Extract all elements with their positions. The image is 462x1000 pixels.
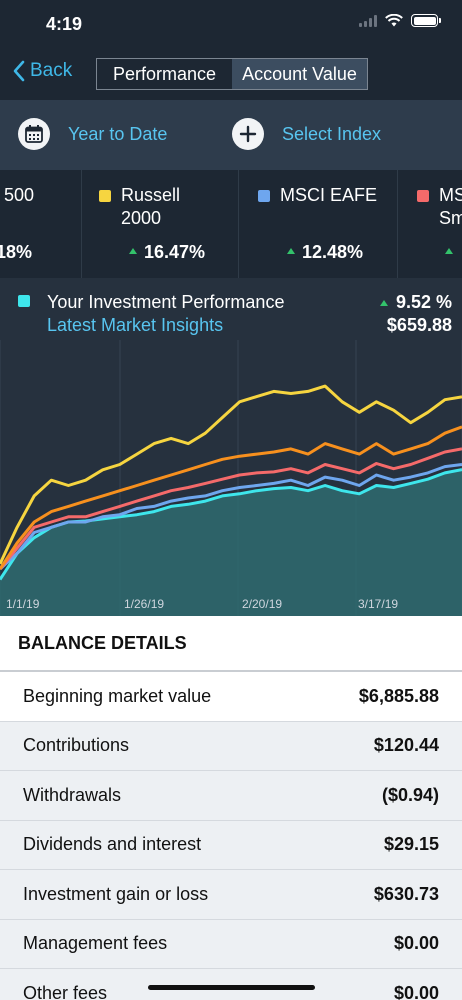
row-value: $0.00 xyxy=(393,982,439,1000)
index-name: MS Sm xyxy=(439,185,462,228)
index-name: MSCI EAFE xyxy=(280,185,378,205)
performance-percent: 9.52 % xyxy=(379,292,452,313)
back-label: Back xyxy=(30,60,73,81)
nav-bar: Back Performance Account Value xyxy=(0,58,462,92)
table-row: Withdrawals ($0.94) xyxy=(0,771,462,821)
chart-series-line xyxy=(0,425,462,570)
legend-swatch xyxy=(18,295,30,307)
index-value: 16.47% xyxy=(144,242,206,262)
up-arrow-icon xyxy=(287,248,295,254)
table-row: Contributions $120.44 xyxy=(0,721,462,771)
row-label: Contributions xyxy=(23,735,130,756)
x-tick-label: 1/26/19 xyxy=(124,597,164,611)
up-arrow-icon xyxy=(129,248,137,254)
row-label: Beginning market value xyxy=(23,685,212,706)
row-value: $0.00 xyxy=(393,933,439,954)
row-value: $6,885.88 xyxy=(358,685,439,706)
performance-amount: $659.88 xyxy=(386,315,452,335)
plus-icon xyxy=(232,118,264,150)
status-time: 4:19 xyxy=(46,14,83,34)
battery-icon xyxy=(411,14,441,27)
table-row: Management fees $0.00 xyxy=(0,919,462,969)
signal-icon xyxy=(359,14,377,27)
performance-percent-value: 9.52 % xyxy=(395,292,452,312)
view-segmented-control: Performance Account Value xyxy=(96,58,368,90)
index-carousel[interactable]: 500 5.18% Russell 2000 16.47% MSCI EAFE … xyxy=(0,170,462,278)
x-tick-label: 1/1/19 xyxy=(6,597,40,611)
chart-area-fill xyxy=(0,469,462,616)
row-label: Investment gain or loss xyxy=(23,883,209,904)
row-label: Dividends and interest xyxy=(23,834,202,855)
index-value: 12.48% xyxy=(302,242,364,262)
index-name: Russell 2000 xyxy=(121,185,181,228)
index-name: 500 xyxy=(4,185,35,205)
up-arrow-icon xyxy=(445,248,453,254)
table-row: Dividends and interest $29.15 xyxy=(0,820,462,870)
x-tick-label: 3/17/19 xyxy=(358,597,398,611)
row-value: $630.73 xyxy=(373,883,439,904)
calendar-icon xyxy=(18,118,50,150)
wifi-icon xyxy=(385,14,403,27)
row-label: Other fees xyxy=(23,982,108,1000)
status-icons xyxy=(359,14,441,27)
top-bar: 4:19 Back Performance Account Value xyxy=(0,0,462,100)
row-label: Withdrawals xyxy=(23,784,122,805)
home-indicator[interactable] xyxy=(148,985,315,990)
index-card-msci-small[interactable]: MS Sm xyxy=(398,170,462,278)
performance-legend: Your Investment Performance Latest Marke… xyxy=(0,278,462,340)
table-row: Other fees $0.00 xyxy=(0,969,462,1000)
tab-account-value[interactable]: Account Value xyxy=(232,59,367,89)
index-card-msci-eafe[interactable]: MSCI EAFE 12.48% xyxy=(239,170,398,278)
index-card-sp500[interactable]: 500 5.18% xyxy=(0,170,82,278)
select-index-label: Select Index xyxy=(282,123,382,144)
tab-performance[interactable]: Performance xyxy=(112,63,217,84)
x-tick-label: 2/20/19 xyxy=(242,597,282,611)
up-arrow-icon xyxy=(379,299,388,306)
filter-bar: Year to Date Select Index xyxy=(0,100,462,170)
index-color-swatch xyxy=(417,190,429,202)
chart-series-line xyxy=(0,463,462,571)
index-color-swatch xyxy=(99,190,111,202)
chart-series-line xyxy=(0,384,462,565)
balance-details-title: BALANCE DETAILS xyxy=(0,616,462,672)
performance-chart[interactable]: 1/1/19 1/26/19 2/20/19 3/17/19 xyxy=(0,340,462,616)
status-bar: 4:19 xyxy=(0,0,462,50)
chart-series-line xyxy=(0,447,462,571)
index-value: 5.18% xyxy=(0,242,33,262)
index-card-russell[interactable]: Russell 2000 16.47% xyxy=(82,170,239,278)
period-selector[interactable]: Year to Date xyxy=(18,118,167,150)
chart-svg: 1/1/19 1/26/19 2/20/19 3/17/19 xyxy=(0,340,462,616)
row-value: $29.15 xyxy=(383,834,439,855)
chevron-left-icon xyxy=(13,60,25,82)
table-row: Beginning market value $6,885.88 xyxy=(0,672,462,722)
period-label: Year to Date xyxy=(68,123,168,144)
row-label: Management fees xyxy=(23,933,168,954)
balance-details: BALANCE DETAILS Beginning market value $… xyxy=(0,616,462,1000)
market-insights-link[interactable]: Latest Market Insights xyxy=(47,315,224,335)
index-color-swatch xyxy=(258,190,270,202)
row-value: $120.44 xyxy=(373,735,439,756)
select-index-button[interactable]: Select Index xyxy=(232,118,381,150)
row-value: ($0.94) xyxy=(381,784,439,805)
table-row: Investment gain or loss $630.73 xyxy=(0,870,462,920)
legend-title: Your Investment Performance xyxy=(47,292,285,312)
back-button[interactable]: Back xyxy=(12,60,72,82)
